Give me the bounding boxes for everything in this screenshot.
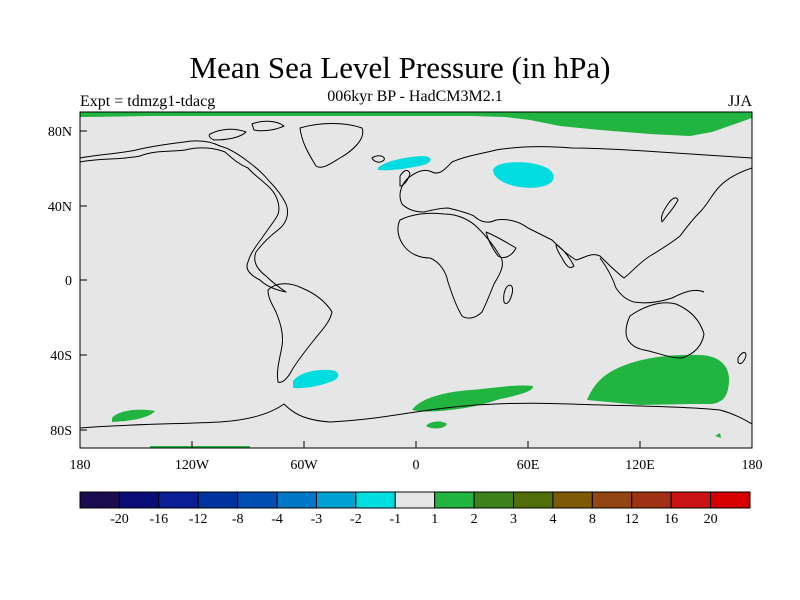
colorbar-label: 12 (625, 512, 639, 527)
south-atlantic-indian-anomaly (412, 385, 534, 412)
colorbar-label: -8 (232, 512, 244, 527)
arctic-high-anomaly (80, 112, 752, 136)
colorbar-swatch (631, 491, 672, 509)
y-tick-label: 80N (48, 125, 72, 140)
colorbar-swatch (434, 491, 475, 509)
colorbar-swatch (79, 491, 120, 509)
y-tick-label: 0 (65, 274, 72, 289)
colorbar-label: -2 (350, 512, 362, 527)
north-atlantic-low-anomaly (378, 156, 431, 171)
x-tick-label: 0 (413, 458, 420, 473)
colorbar-label: 16 (664, 512, 678, 527)
eurasia-coast (399, 146, 752, 279)
antarctic-coast-anomaly (715, 433, 721, 438)
colorbar-label: -3 (311, 512, 323, 527)
axis-tick-marks (79, 130, 753, 448)
africa-coast (397, 212, 503, 319)
colorbar-label: 8 (589, 512, 596, 527)
season-label: JJA (727, 93, 752, 110)
y-tick-label: 80S (50, 424, 72, 439)
colorbar-label: 4 (549, 512, 556, 527)
arabia-coast (485, 231, 517, 259)
colorbar-swatch (237, 491, 278, 509)
uk-coast (399, 169, 411, 187)
negative-anomaly-regions (293, 156, 554, 389)
colorbar-label: 20 (704, 512, 718, 527)
new-zealand-coast (737, 351, 747, 365)
x-tick-label: 120W (175, 458, 210, 473)
southern-ocean-small-anomaly (426, 421, 447, 429)
colorbar-label: -12 (189, 512, 208, 527)
india-coast (555, 243, 575, 269)
positive-anomaly-regions (80, 112, 752, 448)
colorbar-swatch (276, 491, 317, 509)
colorbar-label: -1 (389, 512, 401, 527)
madagascar-coast (503, 284, 513, 305)
colorbar-swatch (473, 491, 515, 509)
japan-coast (661, 197, 679, 223)
x-tick-label: 60E (517, 458, 540, 473)
colorbar-swatch (158, 491, 199, 509)
north-america-coast (80, 140, 289, 293)
colorbar-label: -16 (149, 512, 168, 527)
y-tick-label: 40N (48, 200, 72, 215)
colorbar-swatch (710, 491, 751, 509)
coastlines (80, 120, 752, 429)
greenland-coast (299, 123, 364, 168)
eurasia-low-anomaly (493, 162, 554, 188)
map-subtitle: 006kyr BP - HadCM3M2.1 (327, 88, 503, 105)
colorbar-label: -20 (110, 512, 129, 527)
x-tick-label: 180 (70, 458, 91, 473)
colorbar-swatch (591, 491, 633, 509)
colorbar-label: -4 (271, 512, 283, 527)
colorbar-swatch (315, 491, 357, 509)
colorbar-swatch (197, 491, 239, 509)
south-pacific-anomaly (112, 409, 155, 422)
canadian-archipelago-coast (208, 120, 285, 141)
colorbar-label: 1 (431, 512, 438, 527)
experiment-label: Expt = tdmzg1-tdacg (80, 93, 216, 110)
south-america-coast (267, 283, 333, 383)
iceland-coast (371, 155, 385, 163)
x-tick-label: 120E (625, 458, 655, 473)
colorbar-swatch (552, 491, 593, 509)
south-atlantic-low-anomaly (293, 369, 339, 389)
antarctica-coast (80, 402, 752, 429)
colorbar-swatch (513, 491, 554, 509)
australia-coast (625, 302, 705, 359)
colorbar (79, 491, 751, 509)
map-title: Mean Sea Level Pressure (in hPa) (189, 50, 611, 85)
y-tick-label: 40S (50, 349, 72, 364)
colorbar-swatch (355, 491, 396, 509)
x-tick-label: 60W (290, 458, 318, 473)
colorbar-swatch (118, 491, 160, 509)
colorbar-label: 3 (510, 512, 517, 527)
colorbar-swatch (670, 491, 712, 509)
southeast-asia-coast (599, 257, 705, 304)
colorbar-label: 2 (471, 512, 478, 527)
x-tick-label: 180 (742, 458, 763, 473)
colorbar-swatch (394, 491, 436, 509)
colorbar-labels: -20 -16 -12 -8 -4 -3 -2 -1 1 2 3 4 8 12 16 20 (110, 512, 718, 527)
south-australia-anomaly (587, 354, 730, 405)
